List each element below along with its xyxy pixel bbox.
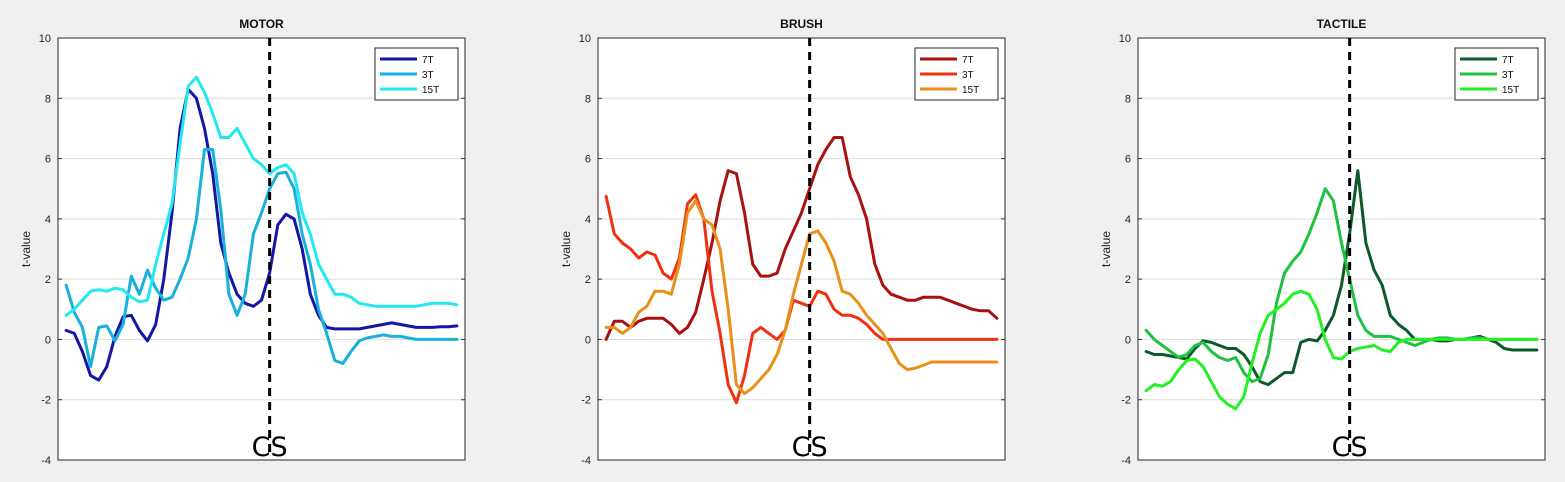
legend: 7T 3T 15T: [914, 47, 999, 101]
y-tick-label: 2: [1125, 274, 1131, 286]
series-line-15t: [1144, 289, 1539, 411]
y-tick-label: -2: [581, 395, 591, 407]
series-line-3t: [64, 148, 459, 369]
chart-title: BRUSH: [780, 17, 823, 31]
chart-panel-brush: -4 -2 0 2 4 6 8 10 BRUSH t-value CS 7T 3T 15T: [559, 17, 1006, 467]
y-tick-label: 10: [579, 33, 591, 45]
y-tick-label: 10: [1119, 33, 1131, 45]
cs-marker-label: CS: [792, 432, 828, 463]
plot-area: [58, 38, 465, 460]
y-tick-label: 6: [45, 154, 51, 166]
legend: 7T 3T 15T: [374, 47, 459, 101]
cs-marker-label: CS: [1332, 432, 1368, 463]
series-line-7t: [64, 87, 459, 382]
legend-entry: 7T: [1502, 55, 1514, 66]
y-tick-label: 4: [45, 214, 51, 226]
y-tick-label: 6: [1125, 154, 1131, 166]
legend-entry: 3T: [422, 70, 434, 81]
series-line-7t: [604, 136, 999, 341]
y-tick-label: -4: [41, 455, 51, 467]
chart-panel-motor: -4 -2 0 2 4 6 8 10 MOTOR t-value CS 7T 3T 15T: [19, 17, 466, 467]
chart-panel-tactile: -4 -2 0 2 4 6 8 10 TACTILE t-value CS 7T 3T 15T: [1099, 17, 1546, 467]
y-axis-label: t-value: [1099, 231, 1113, 267]
y-tick-label: 2: [45, 274, 51, 286]
y-tick-label: 4: [1125, 214, 1131, 226]
axes-box: [1137, 37, 1546, 461]
legend-entry: 7T: [422, 55, 434, 66]
legend-entry: 3T: [1502, 70, 1514, 81]
y-tick-label: -4: [581, 455, 591, 467]
series-line-3t: [604, 193, 999, 405]
legend-entry: 15T: [1502, 85, 1519, 96]
chart-title: MOTOR: [239, 17, 284, 31]
plot-area: [598, 38, 1005, 460]
y-tick-label: 2: [585, 274, 591, 286]
y-tick-label: 10: [39, 33, 51, 45]
y-tick-label: 4: [585, 214, 591, 226]
y-tick-label: 8: [45, 93, 51, 105]
y-axis-label: t-value: [19, 231, 33, 267]
y-tick-label: 0: [1125, 334, 1131, 346]
legend-entry: 7T: [962, 55, 974, 66]
cs-marker-label: CS: [252, 432, 288, 463]
legend-entry: 3T: [962, 70, 974, 81]
legend: 7T 3T 15T: [1454, 47, 1539, 101]
y-tick-label: -4: [1121, 455, 1131, 467]
axes-box: [597, 37, 1006, 461]
chart-title: TACTILE: [1317, 17, 1367, 31]
y-tick-label: -2: [41, 395, 51, 407]
y-tick-label: 0: [585, 334, 591, 346]
y-tick-label: 8: [585, 93, 591, 105]
legend-entry: 15T: [962, 85, 979, 96]
y-axis-label: t-value: [559, 231, 573, 267]
series-line-15t: [604, 199, 999, 396]
series-line-15t: [64, 75, 459, 317]
axes-box: [57, 37, 466, 461]
y-tick-label: -2: [1121, 395, 1131, 407]
y-tick-label: 8: [1125, 93, 1131, 105]
y-tick-label: 6: [585, 154, 591, 166]
y-tick-label: 0: [45, 334, 51, 346]
legend-entry: 15T: [422, 85, 439, 96]
